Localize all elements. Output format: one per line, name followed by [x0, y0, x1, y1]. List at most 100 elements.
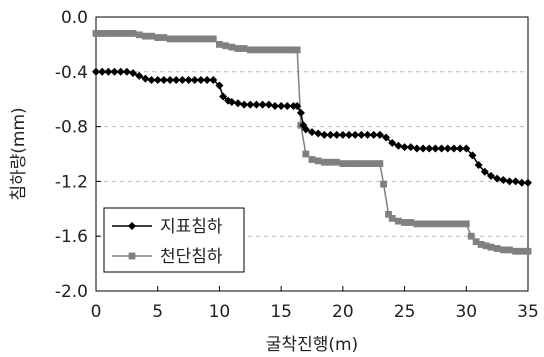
data-point — [524, 178, 532, 187]
series-crown — [92, 30, 532, 255]
data-point — [345, 160, 353, 167]
data-point — [432, 220, 439, 228]
data-point — [222, 42, 229, 50]
data-point — [419, 144, 428, 153]
data-point — [351, 130, 360, 139]
y-tick-label: -0.8 — [55, 118, 88, 138]
data-point — [388, 139, 397, 148]
data-point — [369, 130, 378, 139]
data-point — [443, 144, 452, 153]
axis-ticks: 0 5 10 15 20 25 30 35 0.0 -0.4 -0.8 -1.2 -1.6 -2.0 — [55, 8, 539, 322]
data-point — [203, 35, 211, 43]
data-point — [493, 174, 502, 183]
data-point — [296, 108, 305, 117]
data-point — [116, 67, 125, 76]
data-point — [449, 144, 458, 153]
data-point — [129, 69, 138, 78]
data-point — [339, 160, 347, 167]
data-point — [517, 178, 526, 187]
data-point — [462, 220, 470, 228]
data-point — [172, 35, 180, 43]
data-point — [351, 160, 359, 167]
data-point — [425, 220, 433, 228]
data-point — [314, 157, 322, 165]
data-point — [407, 219, 415, 226]
data-point — [265, 46, 273, 54]
data-point — [153, 76, 162, 85]
data-point — [228, 43, 236, 51]
data-point — [141, 74, 150, 83]
data-point — [467, 232, 475, 240]
data-point — [480, 167, 489, 176]
data-point — [477, 241, 485, 248]
data-point — [456, 144, 465, 153]
data-point — [185, 35, 192, 43]
series-surface — [92, 67, 532, 187]
data-point — [104, 30, 112, 37]
x-tick-label: 20 — [332, 302, 354, 322]
data-point — [283, 46, 291, 54]
legend-box — [103, 207, 245, 273]
legend-marker — [128, 252, 136, 260]
data-point — [456, 220, 464, 228]
data-point — [197, 35, 205, 43]
data-point — [412, 144, 421, 153]
data-point — [219, 92, 228, 101]
data-point — [172, 76, 181, 85]
data-point — [511, 177, 520, 186]
data-point — [486, 171, 495, 180]
data-point — [110, 67, 119, 76]
data-point — [252, 100, 261, 109]
data-point — [332, 130, 341, 139]
data-point — [271, 46, 279, 54]
series-layer — [92, 30, 532, 255]
data-point — [141, 32, 149, 40]
data-point — [518, 247, 526, 255]
data-point — [413, 220, 421, 228]
series-line — [96, 71, 528, 184]
data-point — [395, 217, 402, 225]
data-point — [259, 46, 267, 54]
data-point — [462, 144, 471, 153]
data-point — [472, 238, 480, 246]
data-point — [123, 30, 131, 37]
data-point — [385, 210, 392, 218]
data-point — [179, 35, 186, 43]
data-point — [117, 30, 125, 37]
data-point — [92, 30, 100, 37]
data-point — [468, 151, 477, 160]
data-point — [203, 76, 212, 85]
data-point — [394, 141, 403, 150]
data-point — [184, 76, 193, 85]
data-point — [290, 46, 297, 54]
data-point — [302, 150, 310, 158]
data-point — [506, 246, 513, 254]
data-point — [233, 99, 242, 108]
data-point — [376, 160, 384, 167]
data-point — [129, 30, 137, 37]
data-point — [320, 130, 329, 139]
data-point — [438, 220, 445, 228]
data-point — [401, 219, 408, 226]
data-point — [216, 41, 223, 48]
data-point — [209, 35, 217, 43]
y-tick-label: -1.2 — [55, 172, 88, 192]
data-point — [333, 158, 341, 166]
y-tick-label: -0.4 — [55, 63, 88, 83]
data-point — [444, 220, 452, 228]
data-point — [450, 220, 458, 228]
data-point — [178, 76, 187, 85]
data-point — [283, 102, 292, 111]
data-point — [357, 130, 366, 139]
plot-area-frame — [95, 16, 529, 292]
data-point — [215, 81, 224, 90]
x-tick-label: 5 — [152, 302, 163, 322]
x-tick-label: 15 — [270, 302, 292, 322]
data-point — [293, 102, 302, 111]
data-point — [437, 144, 446, 153]
data-point — [345, 130, 354, 139]
data-point — [166, 35, 174, 43]
data-point — [487, 243, 495, 251]
data-point — [406, 143, 415, 152]
